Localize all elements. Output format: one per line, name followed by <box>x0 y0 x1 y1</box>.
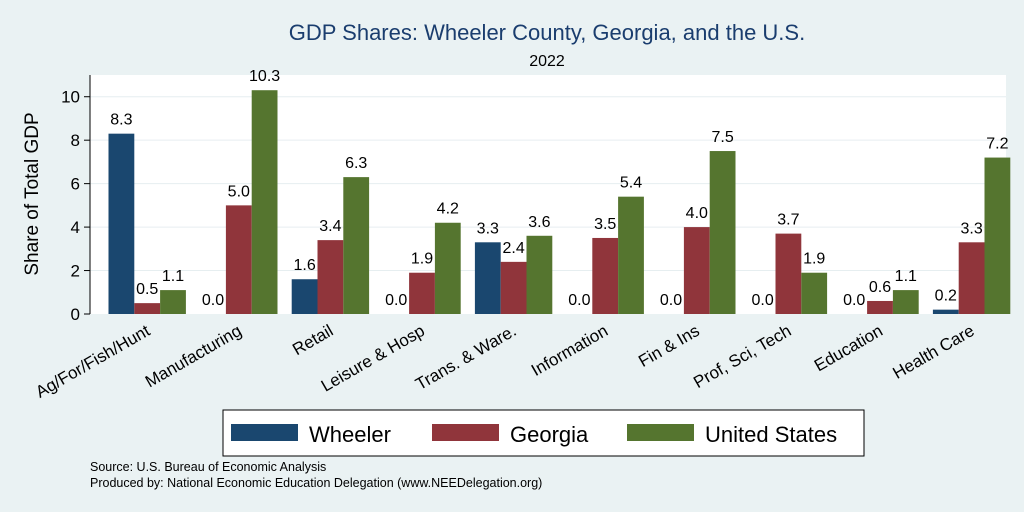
data-label-georgia-trans-ware: 2.4 <box>502 240 524 257</box>
category-label-information: Information <box>528 321 611 380</box>
chart-subtitle: 2022 <box>529 53 565 70</box>
data-label-georgia-manufacturing: 5.0 <box>228 183 250 200</box>
legend: Wheeler Georgia United States <box>222 409 865 457</box>
bar-georgia-trans-ware <box>500 261 527 314</box>
bar-united-states-leisure-hosp <box>434 222 461 314</box>
y-tick-label-0: 0 <box>71 305 80 324</box>
bar-georgia-health-care <box>958 242 985 314</box>
data-label-wheeler-fin-ins: 0.0 <box>660 292 682 309</box>
data-label-wheeler-retail: 1.6 <box>293 257 315 274</box>
data-label-wheeler-ag-for-fish-hunt: 8.3 <box>110 112 132 129</box>
bar-wheeler-ag-for-fish-hunt <box>108 133 135 314</box>
bar-wheeler-trans-ware <box>474 242 501 314</box>
legend-swatch-wheeler <box>231 424 298 441</box>
data-label-georgia-ag-for-fish-hunt: 0.5 <box>136 281 158 298</box>
category-label-ag-for-fish-hunt: Ag/For/Fish/Hunt <box>32 321 153 402</box>
bar-wheeler-health-care <box>932 309 959 314</box>
bars <box>108 90 1011 314</box>
legend-swatch-georgia <box>432 424 499 441</box>
category-label-fin-ins: Fin & Ins <box>635 321 703 371</box>
data-label-united-states-prof-sci-tech: 1.9 <box>803 251 825 268</box>
bar-georgia-manufacturing <box>225 205 252 314</box>
data-label-united-states-information: 5.4 <box>620 175 642 192</box>
bar-united-states-retail <box>343 177 370 314</box>
bar-georgia-prof-sci-tech <box>775 233 802 314</box>
legend-label-united-states: United States <box>705 422 837 447</box>
bar-united-states-ag-for-fish-hunt <box>160 290 186 314</box>
category-label-manufacturing: Manufacturing <box>142 321 245 391</box>
data-label-united-states-education: 1.1 <box>895 268 917 285</box>
bar-united-states-trans-ware <box>526 235 553 314</box>
bar-georgia-information <box>592 237 619 314</box>
category-label-trans-ware: Trans. & Ware. <box>412 321 519 394</box>
bar-united-states-health-care <box>984 157 1011 314</box>
bar-united-states-prof-sci-tech <box>801 272 828 314</box>
data-label-georgia-leisure-hosp: 1.9 <box>411 251 433 268</box>
produced-by-note: Produced by: National Economic Education… <box>90 476 542 490</box>
data-label-georgia-health-care: 3.3 <box>960 220 982 237</box>
bar-united-states-fin-ins <box>709 151 736 314</box>
category-label-prof-sci-tech: Prof, Sci, Tech <box>690 321 794 392</box>
y-tick-label-4: 4 <box>71 218 80 237</box>
data-label-wheeler-manufacturing: 0.0 <box>202 292 224 309</box>
chart-title: GDP Shares: Wheeler County, Georgia, and… <box>289 20 805 45</box>
legend-label-georgia: Georgia <box>510 422 589 447</box>
data-label-united-states-health-care: 7.2 <box>986 136 1008 153</box>
data-label-united-states-trans-ware: 3.6 <box>528 214 550 231</box>
data-label-united-states-ag-for-fish-hunt: 1.1 <box>162 268 184 285</box>
y-tick-label-8: 8 <box>71 131 80 150</box>
bar-georgia-leisure-hosp <box>409 272 435 314</box>
category-label-health-care: Health Care <box>890 321 978 383</box>
y-tick-label-2: 2 <box>71 262 80 281</box>
data-label-united-states-manufacturing: 10.3 <box>249 68 280 85</box>
category-label-education: Education <box>811 321 886 375</box>
bar-united-states-manufacturing <box>251 90 278 314</box>
data-label-georgia-information: 3.5 <box>594 216 616 233</box>
category-label-leisure-hosp: Leisure & Hosp <box>318 321 428 396</box>
bar-georgia-education <box>867 300 893 314</box>
legend-swatch-united-states <box>627 424 694 441</box>
data-label-wheeler-education: 0.0 <box>843 292 865 309</box>
data-label-wheeler-trans-ware: 3.3 <box>477 220 499 237</box>
data-label-georgia-prof-sci-tech: 3.7 <box>777 212 799 229</box>
data-label-wheeler-information: 0.0 <box>568 292 590 309</box>
y-ticks: 0 2 4 6 8 10 <box>61 88 90 324</box>
y-axis-label: Share of Total GDP <box>22 112 43 275</box>
bar-united-states-information <box>618 196 644 314</box>
data-label-georgia-retail: 3.4 <box>319 218 341 235</box>
y-tick-label-10: 10 <box>61 88 80 107</box>
bar-wheeler-retail <box>291 279 318 314</box>
bar-georgia-retail <box>317 240 344 314</box>
data-label-wheeler-leisure-hosp: 0.0 <box>385 292 407 309</box>
y-tick-label-6: 6 <box>71 175 80 194</box>
bar-united-states-education <box>892 290 919 314</box>
category-label-retail: Retail <box>289 321 336 359</box>
source-note: Source: U.S. Bureau of Economic Analysis <box>90 460 326 474</box>
bar-georgia-fin-ins <box>683 227 710 314</box>
legend-label-wheeler: Wheeler <box>309 422 391 447</box>
data-label-united-states-fin-ins: 7.5 <box>711 129 733 146</box>
data-label-georgia-education: 0.6 <box>869 279 891 296</box>
data-labels: 8.30.51.10.05.010.31.63.46.30.01.94.23.3… <box>110 68 1008 309</box>
legend-box <box>222 409 865 457</box>
data-label-wheeler-prof-sci-tech: 0.0 <box>751 292 773 309</box>
bar-georgia-ag-for-fish-hunt <box>134 303 161 314</box>
data-label-united-states-leisure-hosp: 4.2 <box>437 201 459 218</box>
data-label-georgia-fin-ins: 4.0 <box>686 205 708 222</box>
data-label-united-states-retail: 6.3 <box>345 155 367 172</box>
data-label-wheeler-health-care: 0.2 <box>935 288 957 305</box>
